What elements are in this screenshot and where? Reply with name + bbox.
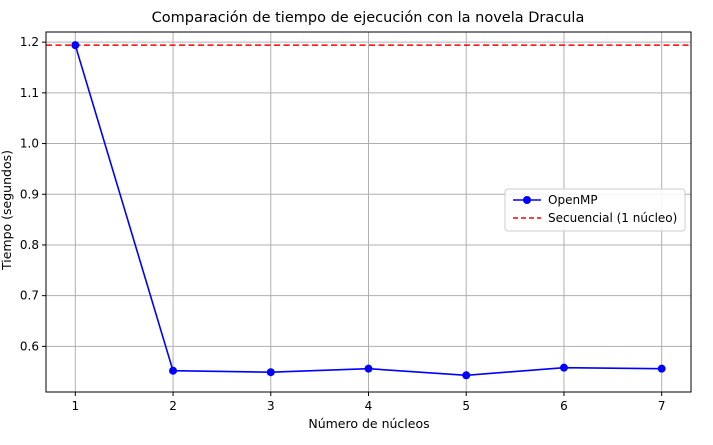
x-tick-label: 3	[267, 399, 275, 413]
y-tick-label: 1.0	[20, 137, 39, 151]
openmp-data-point	[169, 366, 178, 375]
openmp-data-point	[657, 364, 666, 373]
openmp-data-point	[266, 368, 275, 377]
openmp-data-point	[559, 363, 568, 372]
legend-label-secuencial: Secuencial (1 núcleo)	[548, 211, 677, 225]
y-axis-ticks: 0.6 0.7 0.8 0.9 1.0 1.1 1.2	[20, 35, 46, 353]
x-axis-ticks: 1 2 3 4 5 6 7	[71, 392, 666, 413]
chart-title: Comparación de tiempo de ejecución con l…	[152, 10, 585, 26]
openmp-data-point	[71, 41, 80, 50]
x-axis-label: Número de núcleos	[308, 416, 429, 431]
legend-label-openmp: OpenMP	[548, 193, 598, 207]
x-tick-label: 1	[71, 399, 79, 413]
legend: OpenMP Secuencial (1 núcleo)	[504, 188, 686, 232]
x-tick-label: 2	[169, 399, 177, 413]
x-tick-label: 6	[560, 399, 568, 413]
y-tick-label: 1.1	[20, 86, 39, 100]
y-tick-label: 0.9	[20, 187, 39, 201]
y-axis-label: Tiempo (segundos)	[0, 150, 14, 271]
y-tick-label: 0.8	[20, 238, 39, 252]
legend-openmp-marker	[523, 196, 531, 204]
openmp-data-point	[364, 364, 373, 373]
x-tick-label: 5	[462, 399, 470, 413]
openmp-data-point	[462, 371, 471, 380]
y-tick-label: 0.7	[20, 289, 39, 303]
y-tick-label: 0.6	[20, 339, 39, 353]
series-group	[71, 41, 666, 380]
legend-box	[504, 188, 686, 232]
y-tick-label: 1.2	[20, 35, 39, 49]
x-tick-label: 7	[658, 399, 666, 413]
x-tick-label: 4	[365, 399, 373, 413]
